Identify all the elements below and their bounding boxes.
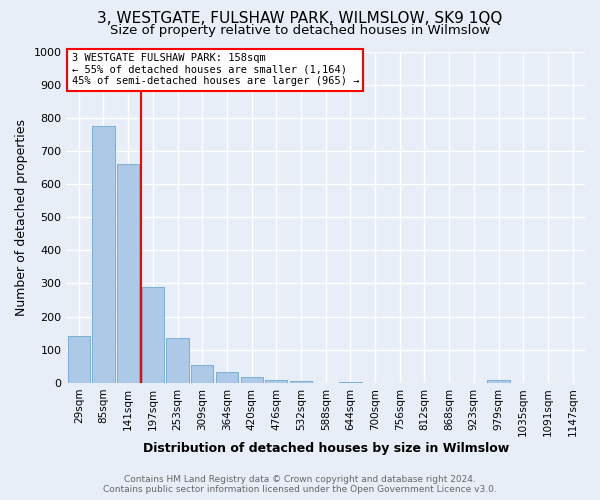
- Bar: [339, 382, 362, 383]
- Bar: [92, 126, 115, 383]
- Bar: [265, 380, 287, 383]
- Bar: [191, 364, 214, 383]
- X-axis label: Distribution of detached houses by size in Wilmslow: Distribution of detached houses by size …: [143, 442, 509, 455]
- Bar: [68, 336, 90, 383]
- Bar: [290, 381, 312, 383]
- Bar: [216, 372, 238, 383]
- Text: 3 WESTGATE FULSHAW PARK: 158sqm
← 55% of detached houses are smaller (1,164)
45%: 3 WESTGATE FULSHAW PARK: 158sqm ← 55% of…: [71, 53, 359, 86]
- Text: Contains HM Land Registry data © Crown copyright and database right 2024.
Contai: Contains HM Land Registry data © Crown c…: [103, 474, 497, 494]
- Bar: [166, 338, 188, 383]
- Y-axis label: Number of detached properties: Number of detached properties: [15, 118, 28, 316]
- Bar: [487, 380, 509, 383]
- Bar: [117, 164, 139, 383]
- Text: 3, WESTGATE, FULSHAW PARK, WILMSLOW, SK9 1QQ: 3, WESTGATE, FULSHAW PARK, WILMSLOW, SK9…: [97, 11, 503, 26]
- Text: Size of property relative to detached houses in Wilmslow: Size of property relative to detached ho…: [110, 24, 490, 37]
- Bar: [142, 286, 164, 383]
- Bar: [241, 377, 263, 383]
